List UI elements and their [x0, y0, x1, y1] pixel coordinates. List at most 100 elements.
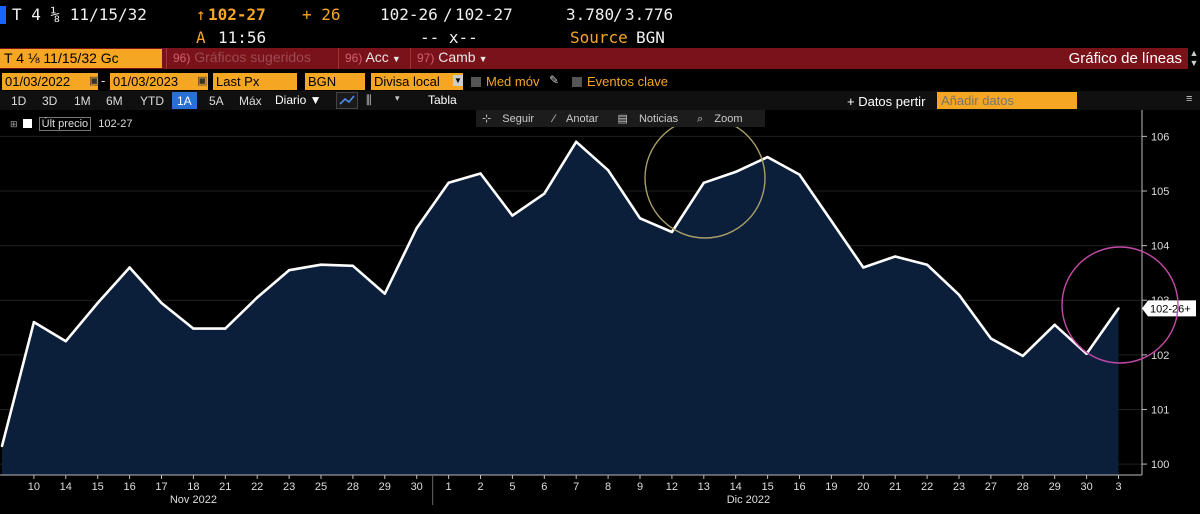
data-point[interactable]: [383, 292, 386, 295]
data-point[interactable]: [256, 296, 259, 299]
data-point[interactable]: [957, 293, 961, 296]
currency-field[interactable]: Divisa local: [371, 73, 463, 90]
data-point[interactable]: [734, 170, 737, 174]
x-tick-label: 22: [251, 481, 263, 493]
data-point[interactable]: [160, 301, 163, 305]
range-1d[interactable]: 1D: [11, 94, 27, 108]
net-change: + 26: [302, 5, 341, 24]
bar-chart-icon[interactable]: ⫼: [366, 93, 372, 107]
data-point[interactable]: [543, 192, 546, 195]
chevron-down-icon: ▼: [391, 54, 401, 64]
data-point[interactable]: [766, 155, 769, 159]
data-point[interactable]: [96, 301, 99, 305]
edit-menu[interactable]: 97) Camb ▼: [410, 48, 494, 69]
news-button[interactable]: ▤ Noticias: [618, 113, 687, 125]
price-line[interactable]: [0, 140, 1120, 447]
end-date-value: 01/03/2023: [113, 74, 179, 89]
range-5a[interactable]: 5A: [209, 94, 224, 108]
range-6m[interactable]: 6M: [106, 94, 123, 108]
yield-ask: 3.776: [625, 5, 674, 24]
key-events-label: Eventos clave: [587, 74, 668, 89]
actions-menu[interactable]: 96) Acc ▼: [338, 48, 407, 69]
end-date-field[interactable]: 01/03/2023: [110, 73, 208, 90]
up-arrow-icon: ↑: [196, 5, 206, 24]
range-1a[interactable]: 1A: [172, 92, 197, 109]
data-point[interactable]: [479, 172, 482, 175]
news-icon: ▤: [617, 113, 631, 125]
add-data-button[interactable]: + Datos pertir: [847, 94, 926, 109]
moving-average-label: Med móv: [486, 74, 540, 89]
x-tick-label: 21: [219, 481, 231, 493]
table-button[interactable]: Tabla: [428, 93, 457, 107]
checkbox-icon: [572, 77, 582, 87]
y-tick-label: 105: [1151, 186, 1169, 198]
data-point[interactable]: [830, 219, 833, 223]
data-point[interactable]: [1117, 307, 1120, 310]
security-name[interactable]: T 4 ⅛ 11/15/32: [12, 5, 147, 24]
period-select[interactable]: Diario ▼: [275, 93, 322, 107]
security-field[interactable]: T 4 ⅛ 11/15/32 Gc: [0, 49, 162, 68]
zoom-button[interactable]: ⌕ Zoom: [697, 113, 750, 125]
x-tick-label: 3: [1115, 481, 1121, 493]
data-point[interactable]: [638, 217, 642, 220]
market-field[interactable]: Last Px: [213, 73, 297, 90]
x-tick-label: 15: [761, 481, 773, 493]
data-point[interactable]: [64, 339, 68, 343]
chevron-down-icon[interactable]: ▼: [453, 75, 463, 86]
data-point[interactable]: [128, 266, 131, 269]
data-point[interactable]: [862, 266, 865, 269]
data-point[interactable]: [575, 140, 578, 144]
data-point[interactable]: [702, 181, 705, 185]
range-máx[interactable]: Máx: [239, 94, 262, 108]
data-point[interactable]: [1021, 354, 1024, 358]
add-data-input[interactable]: [937, 92, 1077, 109]
menu-icon[interactable]: ≡: [1186, 93, 1193, 105]
scroll-up-icon[interactable]: ▲ ▼: [1188, 48, 1200, 69]
source-field[interactable]: BGN: [305, 73, 365, 90]
expand-icon[interactable]: ⊞: [10, 119, 18, 129]
last-value-tag: [1142, 300, 1196, 317]
range-1m[interactable]: 1M: [74, 94, 91, 108]
follow-button[interactable]: ⊹ Seguir: [482, 113, 542, 125]
data-point[interactable]: [224, 327, 227, 330]
data-point[interactable]: [670, 230, 674, 234]
data-point[interactable]: [447, 181, 450, 185]
line-area-chart[interactable]: 1001011021031041051061014151617182122232…: [0, 110, 1200, 514]
data-point[interactable]: [319, 263, 323, 266]
data-point[interactable]: [989, 337, 993, 340]
line-chart-icon[interactable]: [336, 92, 358, 109]
data-point[interactable]: [287, 268, 291, 272]
actions-label: Acc: [365, 49, 389, 65]
suggested-charts-button[interactable]: 96) Gráficos sugeridos: [166, 48, 317, 69]
x-month-label: Nov 2022: [170, 494, 217, 506]
data-point[interactable]: [1053, 323, 1056, 327]
source-label: Source: [570, 28, 628, 47]
legend-swatch[interactable]: [22, 119, 32, 128]
range-ytd[interactable]: YTD: [140, 94, 164, 108]
data-point[interactable]: [606, 169, 610, 172]
y-tick-label: 104: [1151, 241, 1169, 253]
pencil-icon[interactable]: ✎: [549, 73, 560, 87]
annotation-circle[interactable]: [1061, 246, 1179, 364]
data-point[interactable]: [415, 226, 418, 230]
range-3d[interactable]: 3D: [42, 94, 58, 108]
start-date-field[interactable]: 01/03/2022: [2, 73, 98, 90]
moving-average-toggle[interactable]: Med móv: [471, 74, 539, 89]
calendar-icon[interactable]: ▣: [197, 75, 208, 87]
chevron-down-icon[interactable]: ▾: [395, 93, 400, 103]
x-month-label: Dic 2022: [727, 494, 770, 506]
data-point[interactable]: [798, 173, 801, 176]
annotate-button[interactable]: ∕ Anotar: [553, 113, 606, 125]
edit-num: 97): [417, 51, 435, 65]
data-point[interactable]: [925, 263, 929, 266]
data-point[interactable]: [0, 444, 4, 448]
data-point[interactable]: [351, 264, 355, 268]
data-point[interactable]: [511, 214, 514, 217]
calendar-icon[interactable]: ▣: [89, 75, 100, 87]
data-point[interactable]: [192, 327, 195, 330]
key-events-toggle[interactable]: Eventos clave: [572, 74, 668, 89]
data-point[interactable]: [894, 255, 897, 258]
data-point[interactable]: [32, 320, 36, 324]
legend-value: 102-27: [98, 118, 133, 130]
security-marker: [0, 6, 6, 24]
